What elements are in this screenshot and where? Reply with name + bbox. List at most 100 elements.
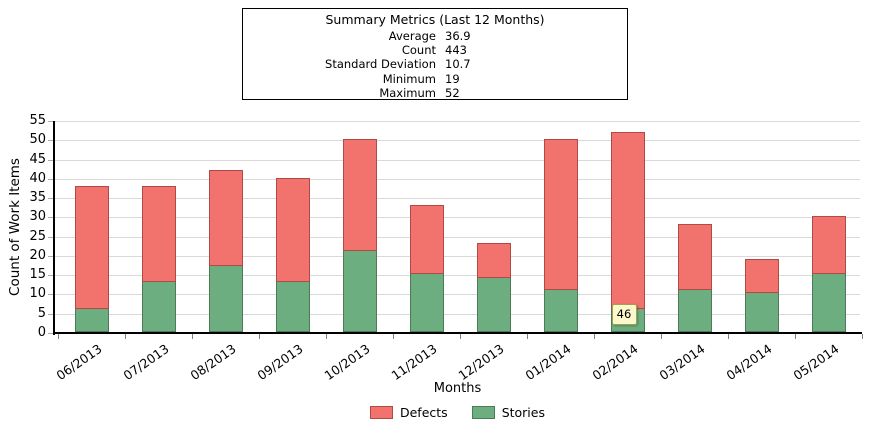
- y-tick-label: 25: [29, 228, 46, 244]
- x-tick-mark: [728, 334, 729, 339]
- x-tick-mark: [661, 334, 662, 339]
- metric-value: 10.7: [445, 57, 471, 72]
- x-axis-title: Months: [433, 381, 482, 396]
- bar-defects-04-2014[interactable]: [744, 258, 779, 294]
- bar-defects-01-2014[interactable]: [543, 139, 578, 290]
- y-tick-label: 35: [29, 190, 46, 206]
- x-tick-mark: [527, 334, 528, 339]
- legend-label: Stories: [501, 405, 545, 420]
- x-tick-mark: [58, 334, 59, 339]
- y-tick-mark: [48, 140, 54, 142]
- y-tick-label: 5: [37, 305, 46, 321]
- y-tick-mark: [48, 121, 54, 122]
- legend-item-stories[interactable]: Stories: [471, 405, 545, 420]
- chart-legend: Defects Stories: [55, 405, 860, 420]
- metric-value: 19: [445, 71, 460, 86]
- legend-label: Defects: [399, 405, 448, 420]
- gridline: [55, 198, 860, 200]
- x-tick-mark: [862, 334, 863, 339]
- bar-stories-07-2013[interactable]: [141, 281, 176, 332]
- gridline: [55, 159, 860, 161]
- metric-value: 36.9: [445, 29, 471, 43]
- gridline: [55, 217, 860, 219]
- gridline: [55, 140, 860, 142]
- summary-row-average: Average 36.9: [243, 29, 627, 43]
- gridline: [55, 121, 860, 122]
- bar-stories-05-2014[interactable]: [811, 274, 846, 332]
- bar-defects-08-2013[interactable]: [208, 170, 243, 267]
- summary-row-maximum: Maximum 52: [243, 86, 627, 100]
- y-tick-label: 40: [29, 170, 46, 186]
- metric-label: Minimum: [382, 71, 436, 86]
- bar-defects-12-2013[interactable]: [476, 243, 511, 279]
- bar-defects-09-2013[interactable]: [275, 177, 310, 282]
- y-tick-mark: [48, 294, 54, 296]
- y-tick-label: 45: [29, 151, 46, 167]
- summary-row-minimum: Minimum 19: [243, 72, 627, 86]
- bar-stories-04-2014[interactable]: [744, 293, 779, 332]
- y-tick-label: 20: [29, 247, 46, 263]
- bar-stories-12-2013[interactable]: [476, 278, 511, 332]
- gridline: [55, 275, 860, 277]
- bar-stories-06-2013[interactable]: [74, 308, 109, 332]
- legend-swatch-stories-icon: [471, 406, 495, 419]
- x-tick-mark: [594, 334, 595, 339]
- bar-stories-03-2014[interactable]: [677, 289, 712, 332]
- x-axis-line: [53, 332, 862, 334]
- y-tick-mark: [48, 333, 54, 334]
- summary-title: Summary Metrics (Last 12 Months): [325, 12, 545, 27]
- metric-value: 443: [445, 43, 467, 58]
- y-tick-label: 50: [29, 132, 46, 148]
- y-tick-mark: [48, 275, 54, 277]
- metric-label: Average: [388, 29, 436, 43]
- legend-swatch-defects-icon: [369, 406, 393, 419]
- metric-label: Maximum: [379, 85, 436, 100]
- bar-stories-09-2013[interactable]: [275, 281, 310, 332]
- bar-defects-06-2013[interactable]: [74, 185, 109, 309]
- gridline: [55, 236, 860, 238]
- y-tick-mark: [48, 236, 54, 238]
- data-label-tooltip: 46: [611, 303, 637, 325]
- x-tick-mark: [125, 334, 126, 339]
- summary-rows: Average 36.9 Count 443 Standard Deviatio…: [243, 29, 627, 100]
- y-tick-mark: [48, 178, 54, 180]
- y-tick-label: 10: [29, 286, 46, 302]
- bar-defects-07-2013[interactable]: [141, 185, 176, 282]
- x-tick-mark: [795, 334, 796, 339]
- gridline: [55, 294, 860, 296]
- y-tick-mark: [48, 198, 54, 200]
- bar-defects-10-2013[interactable]: [342, 139, 377, 252]
- metric-label: Count: [401, 43, 436, 58]
- y-tick-mark: [48, 255, 54, 257]
- y-tick-label: 15: [29, 267, 46, 283]
- legend-item-defects[interactable]: Defects: [369, 405, 448, 420]
- y-axis-line: [53, 121, 55, 335]
- x-tick-mark: [326, 334, 327, 339]
- y-tick-mark: [48, 313, 54, 315]
- bar-stories-08-2013[interactable]: [208, 266, 243, 332]
- y-tick-mark: [48, 159, 54, 161]
- y-tick-label: 30: [29, 209, 46, 225]
- y-tick-label: 55: [29, 113, 46, 128]
- bar-stories-11-2013[interactable]: [409, 274, 444, 332]
- bar-defects-03-2014[interactable]: [677, 224, 712, 290]
- y-tick-mark: [48, 217, 54, 219]
- summary-metrics-panel: Summary Metrics (Last 12 Months) Average…: [242, 8, 628, 100]
- x-tick-mark: [192, 334, 193, 339]
- x-tick-mark: [393, 334, 394, 339]
- stacked-bar-chart: Count of Work Items 0 5 10 15 20 25 30 35 40 45 50…: [0, 108, 871, 439]
- metric-label: Standard Deviation: [325, 57, 436, 72]
- summary-row-standard-deviation: Standard Deviation 10.7: [243, 57, 627, 71]
- bar-defects-11-2013[interactable]: [409, 204, 444, 275]
- x-tick-mark: [460, 334, 461, 339]
- summary-row-count: Count 443: [243, 43, 627, 57]
- metric-value: 52: [445, 85, 460, 100]
- gridline: [55, 255, 860, 257]
- y-tick-label: 0: [37, 325, 46, 340]
- gridline: [55, 313, 860, 315]
- bar-defects-05-2014[interactable]: [811, 216, 846, 275]
- bar-stories-01-2014[interactable]: [543, 289, 578, 332]
- bar-stories-10-2013[interactable]: [342, 251, 377, 332]
- bar-defects-02-2014[interactable]: [610, 131, 645, 309]
